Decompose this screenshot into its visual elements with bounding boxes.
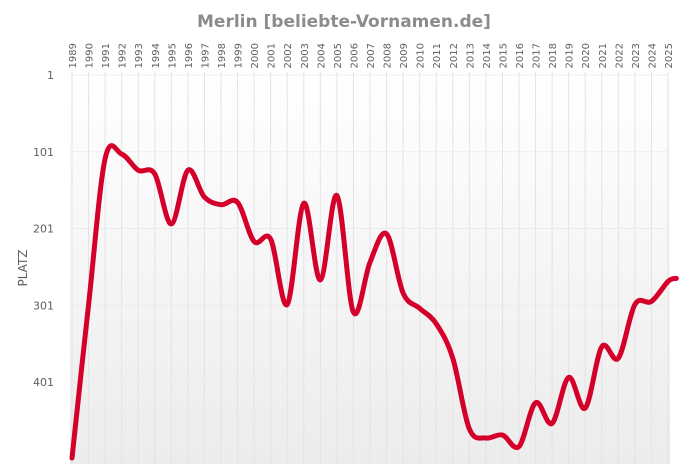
x-tick-label: 2010 — [416, 43, 427, 68]
x-tick-label: 2018 — [548, 43, 559, 68]
x-tick-label: 2024 — [647, 43, 658, 68]
x-tick-label: 2013 — [465, 43, 476, 68]
x-tick-label: 2001 — [267, 43, 278, 68]
x-tick-label: 2002 — [283, 43, 294, 68]
x-tick-label: 1995 — [167, 43, 178, 68]
x-tick-label: 2000 — [250, 43, 261, 68]
x-axis-ticks: 1989 1990 1991 1992 1993 1994 1995 1996 1997 1998… — [68, 43, 675, 68]
x-tick-label: 2016 — [515, 43, 526, 68]
x-tick-label: 2015 — [498, 43, 509, 68]
x-tick-label: 1989 — [68, 43, 79, 68]
x-tick-label: 1994 — [151, 43, 162, 68]
x-tick-label: 1998 — [217, 43, 228, 68]
x-tick-label: 1992 — [118, 43, 129, 68]
y-tick-label: 401 — [33, 376, 54, 389]
x-tick-label: 1990 — [85, 43, 96, 68]
x-tick-label: 2003 — [300, 43, 311, 68]
x-tick-label: 2021 — [598, 43, 609, 68]
x-tick-label: 1999 — [234, 43, 245, 68]
x-tick-label: 2012 — [449, 43, 460, 68]
y-tick-label: 301 — [33, 299, 54, 312]
x-tick-label: 1991 — [101, 43, 112, 68]
x-tick-label: 2023 — [631, 43, 642, 68]
x-tick-label: 2022 — [614, 43, 625, 68]
x-tick-label: 2007 — [366, 43, 377, 68]
x-tick-label: 2008 — [383, 43, 394, 68]
x-tick-label: 2019 — [565, 43, 576, 68]
chart-title: Merlin [beliebte-Vornamen.de] — [197, 12, 491, 32]
x-tick-label: 1993 — [134, 43, 145, 68]
x-tick-label: 1996 — [184, 43, 195, 68]
x-tick-label: 2005 — [333, 43, 344, 68]
y-axis-label: PLATZ — [16, 249, 30, 286]
y-tick-label: 201 — [33, 223, 54, 236]
x-tick-label: 2004 — [316, 43, 327, 68]
y-tick-label: 1 — [47, 69, 54, 82]
series-line — [69, 143, 679, 461]
x-tick-label: 1997 — [200, 43, 211, 68]
x-tick-label: 2020 — [581, 43, 592, 68]
x-tick-label: 2014 — [482, 43, 493, 68]
x-tick-label: 2017 — [532, 43, 543, 68]
x-tick-label: 2006 — [349, 43, 360, 68]
x-tick-label: 2009 — [399, 43, 410, 68]
y-tick-label: 101 — [33, 146, 54, 159]
x-tick-label: 2011 — [432, 43, 443, 68]
grid — [70, 72, 669, 464]
y-axis-ticks: 1 101 201 301 401 — [33, 69, 54, 389]
x-tick-label: 2025 — [664, 43, 675, 68]
